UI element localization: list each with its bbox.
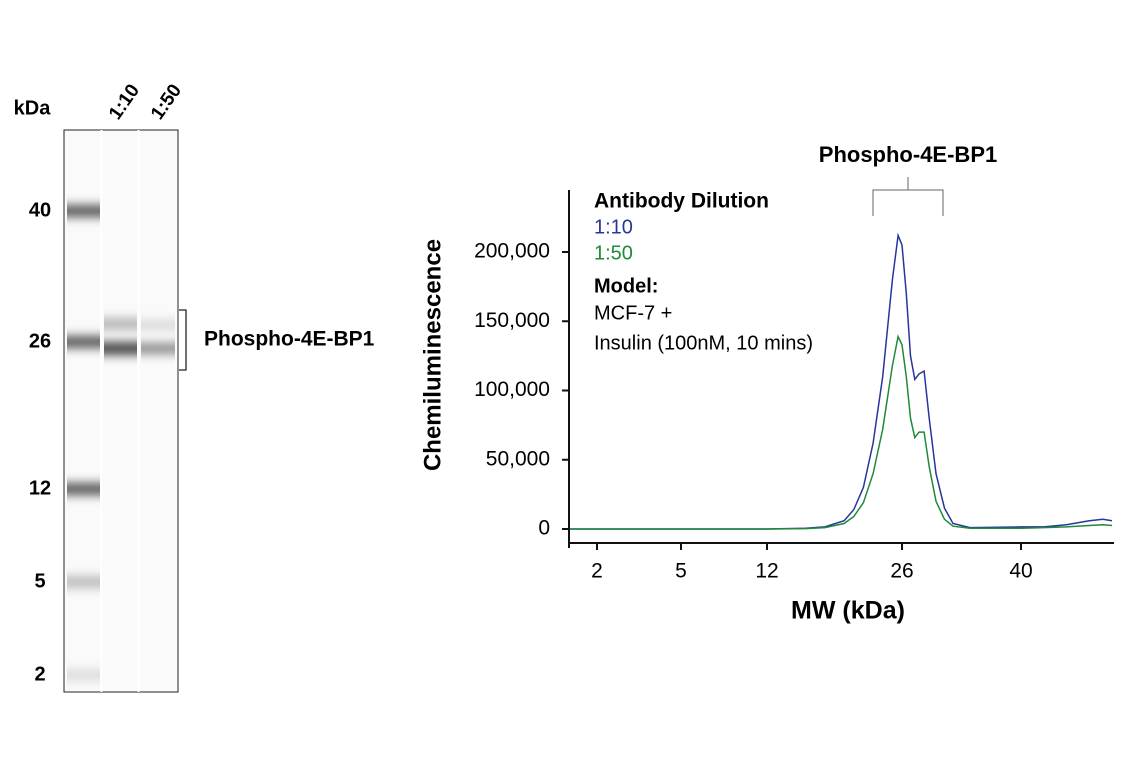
- sample-band: [141, 320, 175, 330]
- ladder-band: [67, 576, 100, 588]
- legend-entry: 1:50: [594, 242, 633, 264]
- x-tick-label: 5: [675, 560, 687, 583]
- model-line: MCF-7 +: [594, 302, 672, 324]
- y-tick-label: 200,000: [474, 240, 550, 263]
- blot-frame: [63, 129, 179, 693]
- legend-title: Antibody Dilution: [594, 190, 769, 213]
- blot-bands: [67, 205, 175, 681]
- legend-entry: 1:10: [594, 216, 633, 238]
- ladder-band: [67, 205, 100, 217]
- series-line: [570, 232, 1113, 530]
- model-line: Insulin (100nM, 10 mins): [594, 332, 813, 354]
- marker-label: 2: [34, 663, 45, 685]
- sample-band: [104, 318, 137, 330]
- marker-label: 26: [29, 330, 51, 352]
- y-tick-label: 100,000: [474, 378, 550, 401]
- ladder-band: [67, 483, 100, 495]
- x-tick-label: 12: [755, 560, 778, 583]
- marker-label: 5: [34, 570, 45, 592]
- x-tick-label: 2: [591, 560, 603, 583]
- lane-label: 1:10: [105, 81, 144, 124]
- x-tick-label: 40: [1009, 560, 1032, 583]
- band-bracket: [179, 309, 187, 371]
- sample-band: [141, 343, 175, 354]
- y-tick-label: 150,000: [474, 309, 550, 332]
- model-title: Model:: [594, 275, 658, 297]
- unit-label: kDa: [14, 97, 52, 119]
- band-label: Phospho-4E-BP1: [204, 328, 375, 351]
- ladder-band: [67, 669, 100, 681]
- series-line: [570, 334, 1113, 530]
- marker-label: 40: [29, 199, 51, 221]
- annotation-bracket: [872, 177, 944, 216]
- y-axis-label: Chemiluminescence: [419, 239, 446, 471]
- ladder-band: [67, 336, 100, 348]
- sample-band: [104, 342, 137, 355]
- y-tick-label: 0: [538, 517, 550, 540]
- y-tick-label: 50,000: [486, 447, 550, 470]
- marker-label: 12: [29, 477, 51, 499]
- x-tick-label: 26: [890, 560, 913, 583]
- peak-annotation: Phospho-4E-BP1: [819, 142, 997, 167]
- x-axis-label: MW (kDa): [791, 597, 905, 625]
- lane-label: 1:50: [147, 81, 186, 124]
